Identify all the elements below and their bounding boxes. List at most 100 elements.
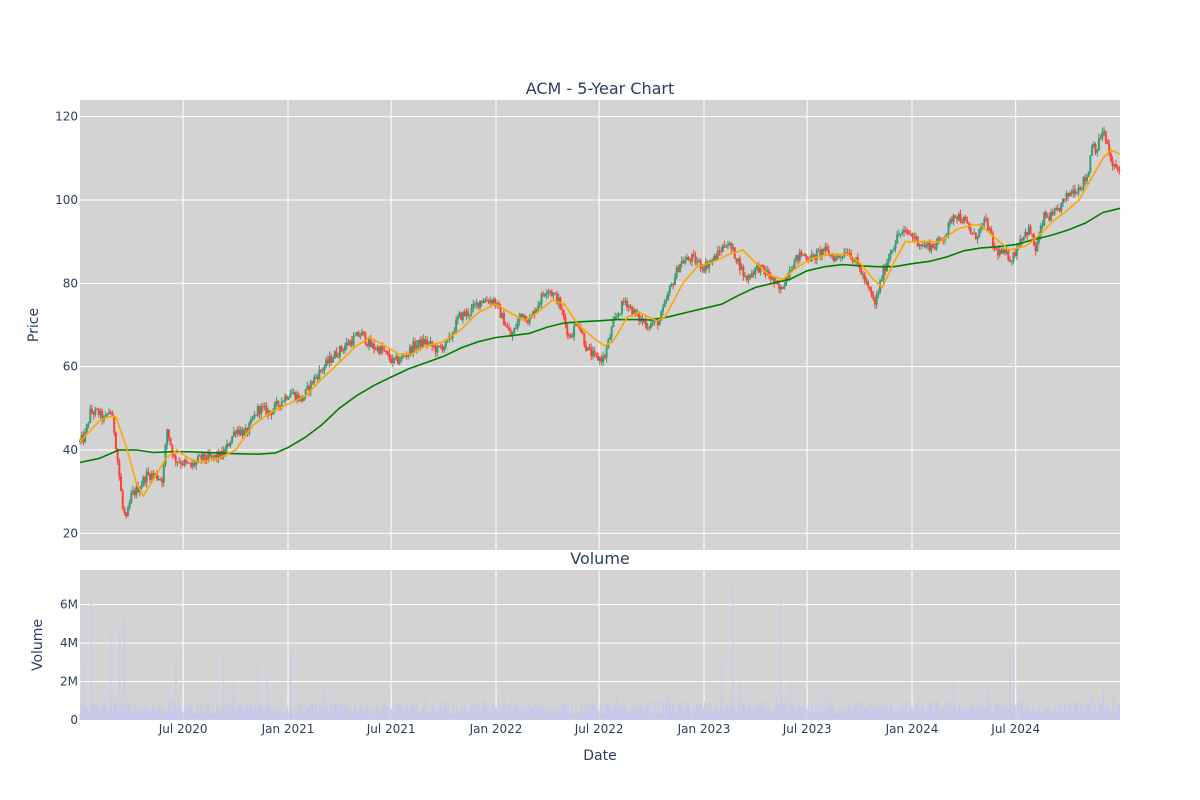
candle-body	[619, 313, 622, 315]
volume-bar	[1023, 713, 1025, 720]
candle-body	[578, 325, 581, 329]
volume-bar	[1064, 704, 1066, 720]
volume-bar	[666, 702, 668, 720]
candle-body	[528, 318, 531, 324]
volume-bar	[476, 709, 478, 720]
candle-body	[538, 303, 541, 306]
candle-body	[263, 405, 266, 408]
volume-bar	[291, 707, 293, 720]
candle-body	[159, 478, 162, 480]
volume-bar	[737, 711, 739, 720]
volume-bar	[978, 701, 980, 720]
volume-bar	[818, 712, 820, 720]
volume-bar	[570, 712, 572, 720]
volume-bar	[1010, 703, 1012, 720]
volume-bar	[824, 710, 826, 720]
candle-body	[554, 293, 557, 295]
volume-bar	[1107, 707, 1109, 720]
candle-body	[803, 254, 806, 256]
volume-bar	[830, 703, 832, 720]
volume-bar	[634, 706, 636, 720]
candle-body	[749, 275, 752, 278]
volume-bar	[323, 691, 325, 720]
volume-bar	[94, 705, 96, 720]
volume-bar	[659, 713, 661, 720]
volume-bar	[522, 712, 524, 720]
volume-bar	[184, 708, 186, 720]
volume-bar	[481, 708, 483, 720]
volume-bar	[939, 706, 941, 720]
volume-bar	[216, 705, 218, 720]
volume-bar	[677, 708, 679, 720]
candle-body	[326, 359, 329, 363]
candle-body	[952, 215, 955, 222]
volume-bar	[267, 703, 269, 720]
candle-body	[986, 218, 989, 231]
volume-bar	[406, 701, 408, 720]
volume-bar	[407, 711, 409, 720]
volume-bar	[398, 704, 400, 720]
candle-body	[964, 217, 967, 221]
volume-bar	[565, 704, 567, 720]
candle-body	[757, 264, 760, 273]
candle-body	[703, 267, 705, 272]
volume-bar	[374, 711, 376, 720]
candle-body	[935, 243, 938, 250]
candle-body	[494, 299, 497, 306]
candle-body	[1116, 167, 1119, 170]
candle-body	[514, 327, 517, 329]
volume-bar	[779, 703, 781, 720]
candle-body	[754, 267, 757, 275]
candle-body	[309, 381, 312, 392]
volume-bar	[1027, 713, 1029, 720]
candle-body	[323, 366, 326, 370]
candle-body	[911, 233, 914, 237]
volume-bar	[717, 709, 719, 720]
volume-bar	[691, 713, 693, 720]
candle-body	[403, 355, 406, 357]
candle-body	[316, 376, 319, 379]
volume-bar	[774, 707, 776, 720]
candle-body	[183, 460, 186, 465]
volume-bar	[847, 705, 849, 720]
volume-bar	[1089, 702, 1091, 720]
candle-body	[627, 306, 630, 308]
volume-bar	[1032, 704, 1034, 720]
candle-body	[718, 250, 721, 252]
volume-bar	[667, 710, 669, 720]
candle-body	[687, 257, 690, 260]
volume-bar	[498, 702, 500, 720]
volume-bar	[665, 704, 667, 720]
volume-bar	[354, 709, 356, 720]
volume-bar	[487, 705, 489, 720]
volume-bar	[784, 700, 786, 720]
volume-bar	[788, 710, 790, 720]
volume-bar	[806, 709, 808, 720]
volume-bar	[221, 712, 223, 720]
volume-bar	[355, 703, 357, 720]
candle-body	[125, 512, 128, 517]
candle-body	[321, 369, 324, 371]
volume-bar	[494, 703, 496, 720]
candle-body	[526, 322, 529, 324]
volume-bar	[1053, 710, 1055, 720]
candle-body	[805, 255, 808, 260]
candle-body	[513, 328, 516, 334]
volume-bar	[986, 707, 988, 720]
volume-bar	[456, 706, 458, 720]
candle-body	[412, 341, 415, 354]
volume-bar	[585, 712, 587, 720]
candle-body	[822, 248, 825, 252]
candle-body	[1056, 208, 1059, 210]
volume-bar	[773, 705, 775, 720]
volume-bar	[582, 703, 584, 720]
volume-bar	[167, 712, 169, 720]
volume-bar	[163, 711, 165, 720]
volume-bar	[1018, 713, 1020, 720]
candle-body	[634, 309, 637, 315]
candle-body	[615, 316, 618, 318]
volume-bar	[326, 701, 328, 720]
candle-body	[597, 355, 600, 361]
candle-body	[190, 463, 193, 467]
